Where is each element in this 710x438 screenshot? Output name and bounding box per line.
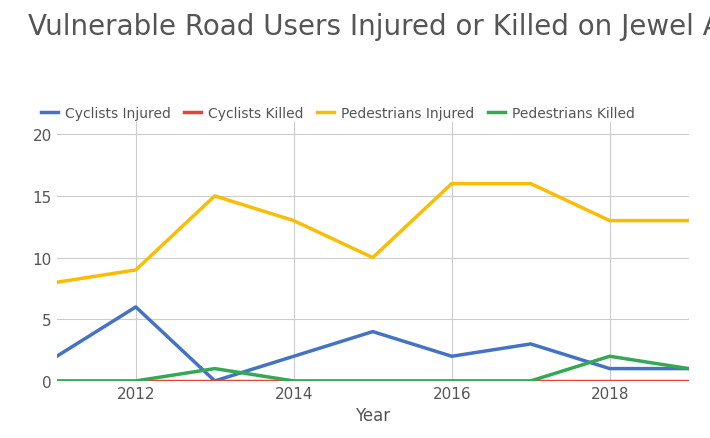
- Pedestrians Injured: [527, 181, 535, 187]
- X-axis label: Year: Year: [355, 406, 390, 424]
- Pedestrians Killed: [368, 378, 377, 384]
- Cyclists Injured: [368, 329, 377, 335]
- Pedestrians Injured: [53, 280, 61, 285]
- Pedestrians Injured: [368, 255, 377, 261]
- Pedestrians Killed: [53, 378, 61, 384]
- Cyclists Injured: [527, 342, 535, 347]
- Pedestrians Killed: [447, 378, 456, 384]
- Pedestrians Injured: [131, 268, 140, 273]
- Cyclists Killed: [53, 378, 61, 384]
- Pedestrians Killed: [290, 378, 298, 384]
- Cyclists Injured: [290, 354, 298, 359]
- Cyclists Killed: [290, 378, 298, 384]
- Pedestrians Killed: [210, 366, 219, 371]
- Line: Pedestrians Injured: Pedestrians Injured: [57, 184, 689, 283]
- Cyclists Injured: [210, 378, 219, 384]
- Cyclists Killed: [210, 378, 219, 384]
- Cyclists Injured: [131, 304, 140, 310]
- Pedestrians Killed: [527, 378, 535, 384]
- Cyclists Killed: [527, 378, 535, 384]
- Text: Vulnerable Road Users Injured or Killed on Jewel Ave: Vulnerable Road Users Injured or Killed …: [28, 13, 710, 41]
- Cyclists Injured: [447, 354, 456, 359]
- Cyclists Killed: [684, 378, 693, 384]
- Pedestrians Killed: [606, 354, 614, 359]
- Pedestrians Injured: [447, 181, 456, 187]
- Line: Cyclists Injured: Cyclists Injured: [57, 307, 689, 381]
- Pedestrians Injured: [210, 194, 219, 199]
- Pedestrians Injured: [606, 219, 614, 224]
- Cyclists Killed: [447, 378, 456, 384]
- Cyclists Injured: [606, 366, 614, 371]
- Pedestrians Injured: [684, 219, 693, 224]
- Pedestrians Injured: [290, 219, 298, 224]
- Cyclists Injured: [684, 366, 693, 371]
- Line: Pedestrians Killed: Pedestrians Killed: [57, 357, 689, 381]
- Cyclists Injured: [53, 354, 61, 359]
- Cyclists Killed: [368, 378, 377, 384]
- Cyclists Killed: [606, 378, 614, 384]
- Pedestrians Killed: [684, 366, 693, 371]
- Cyclists Killed: [131, 378, 140, 384]
- Pedestrians Killed: [131, 378, 140, 384]
- Legend: Cyclists Injured, Cyclists Killed, Pedestrians Injured, Pedestrians Killed: Cyclists Injured, Cyclists Killed, Pedes…: [36, 101, 640, 126]
